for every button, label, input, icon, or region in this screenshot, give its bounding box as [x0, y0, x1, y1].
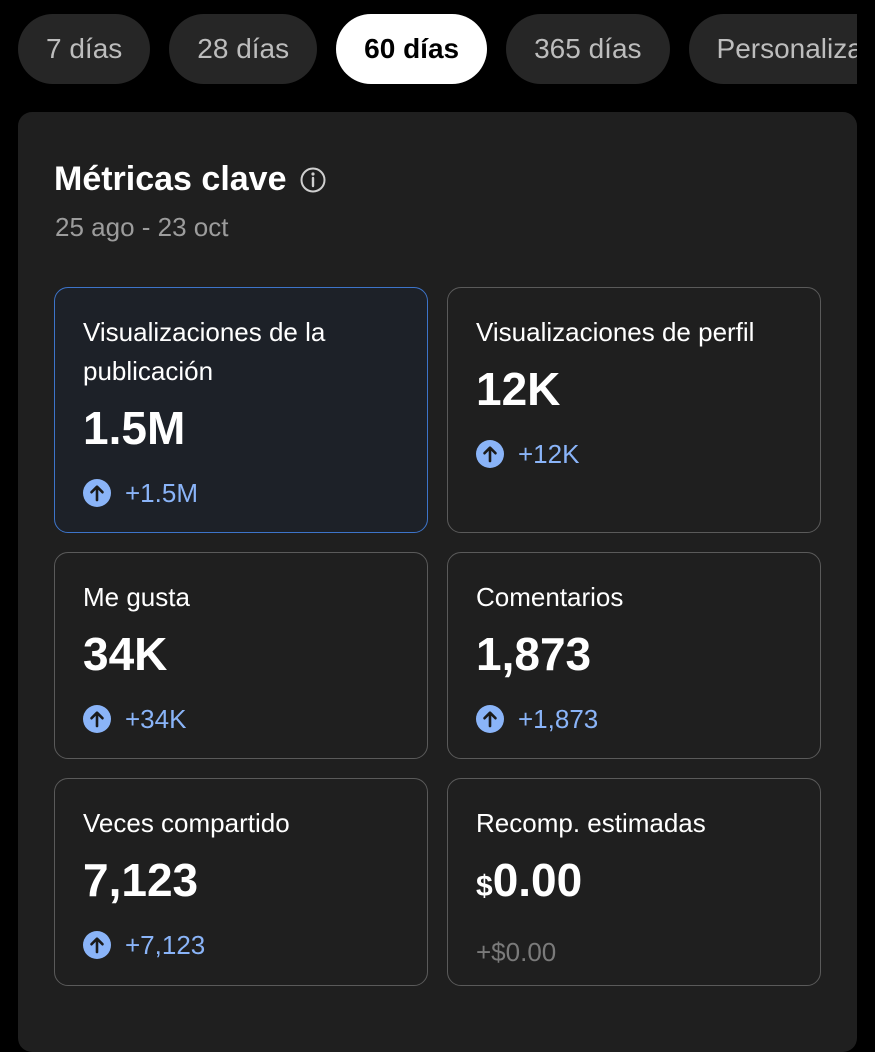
up-arrow-icon: [83, 705, 111, 733]
metric-change: +1.5M: [125, 477, 198, 508]
up-arrow-icon: [476, 440, 504, 468]
metric-currency: $: [476, 870, 493, 903]
metric-value-row: 7,123: [83, 849, 399, 911]
metric-value-row: 1.5M: [83, 397, 399, 459]
metric-change-row: +1,873: [476, 699, 792, 739]
metric-change-row: +34K: [83, 699, 399, 739]
metric-value: 0.00: [492, 854, 583, 906]
metric-tile[interactable]: Me gusta 34K +34K: [54, 552, 428, 759]
period-tab[interactable]: 365 días: [506, 14, 670, 84]
metric-value-row: $0.00: [476, 849, 792, 918]
metric-tile[interactable]: Veces compartido 7,123 +7,123: [54, 778, 428, 986]
metric-tile[interactable]: Comentarios 1,873 +1,873: [447, 552, 821, 759]
metric-value: 7,123: [83, 854, 199, 906]
metric-tile[interactable]: Visualizaciones de la publicación 1.5M +1.…: [54, 287, 428, 533]
metric-value: 1.5M: [83, 402, 186, 454]
metric-value: 34K: [83, 628, 168, 680]
date-range: 25 ago - 23 oct: [55, 212, 229, 242]
metrics-card: Métricas clave 25 ago - 23 oct Visualiza…: [18, 112, 857, 1052]
up-arrow-icon: [476, 705, 504, 733]
period-tab[interactable]: 28 días: [169, 14, 318, 84]
period-tab[interactable]: 60 días: [336, 14, 488, 84]
metric-change-row: +7,123: [83, 925, 399, 965]
period-tab[interactable]: Personalizado: [688, 14, 857, 84]
metric-tile[interactable]: Visualizaciones de perfil 12K +12K: [447, 287, 821, 533]
metric-value-row: 1,873: [476, 623, 792, 685]
metric-label: Comentarios: [476, 582, 624, 612]
metric-change: +12K: [518, 438, 580, 469]
card-title: Métricas clave: [54, 160, 287, 198]
metric-value-row: 12K: [476, 358, 792, 420]
metric-change: +1,873: [518, 703, 599, 734]
metric-change-row: +12K: [476, 434, 792, 474]
metric-label: Visualizaciones de perfil: [476, 317, 755, 347]
metric-value: 12K: [476, 363, 561, 415]
up-arrow-icon: [83, 931, 111, 959]
metric-change-row: +1.5M: [83, 473, 399, 513]
metric-label: Visualizaciones de la publicación: [83, 317, 326, 386]
metric-change: +7,123: [125, 929, 206, 960]
metric-label: Recomp. estimadas: [476, 808, 706, 838]
metrics-grid: Visualizaciones de la publicación 1.5M +1.…: [54, 287, 821, 986]
metric-change: +$0.00: [476, 936, 557, 967]
metric-change-row: +$0.00: [476, 932, 792, 972]
card-title-row: Métricas clave: [54, 160, 327, 199]
period-tabs: 7 días 28 días 60 días 365 días Personalizad…: [18, 14, 857, 84]
info-icon[interactable]: [299, 166, 327, 194]
metric-tile[interactable]: Recomp. estimadas $0.00 +$0.00: [447, 778, 821, 986]
metric-value-row: 34K: [83, 623, 399, 685]
metric-label: Me gusta: [83, 582, 190, 612]
metric-change: +34K: [125, 703, 187, 734]
metric-label: Veces compartido: [83, 808, 290, 838]
metric-value: 1,873: [476, 628, 592, 680]
page: 7 días 28 días 60 días 365 días Personalizad…: [18, 14, 857, 1052]
period-tab[interactable]: 7 días: [18, 14, 151, 84]
up-arrow-icon: [83, 479, 111, 507]
